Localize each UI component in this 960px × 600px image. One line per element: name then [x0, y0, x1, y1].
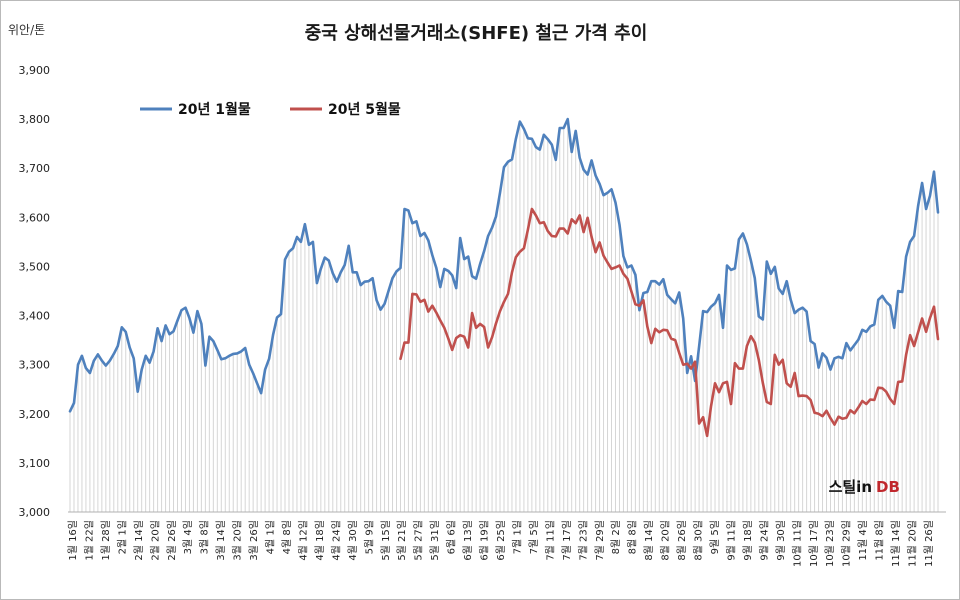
x-tick-label: 7월 17일	[561, 520, 573, 561]
x-tick-label: 7월 29일	[594, 520, 606, 561]
x-tick-label: 7월 23일	[577, 520, 589, 561]
x-tick-label: 6월 19일	[479, 520, 491, 561]
x-tick-label: 8월 20일	[660, 520, 672, 561]
x-tick-label: 8월 26일	[676, 520, 688, 561]
x-tick-label: 9월 24일	[758, 520, 770, 561]
x-tick-label: 4월 30일	[347, 520, 359, 561]
x-tick-label: 5월 31일	[429, 520, 441, 561]
x-tick-label: 9월 30일	[775, 520, 787, 561]
series-line-1	[399, 207, 940, 438]
x-axis-ticks: 1월 16일 1월 22일 1월 28일 2월 1일 2월 14일 2월 20일 2월 26…	[67, 520, 935, 567]
x-tick-label: 8월 30일	[693, 520, 705, 561]
x-tick-label: 8월 14일	[643, 520, 655, 561]
x-tick-label: 1월 22일	[83, 520, 95, 561]
y-tick-label: 3,100	[19, 457, 51, 470]
x-tick-label: 2월 26일	[166, 520, 178, 561]
x-tick-label: 11월 8일	[874, 520, 886, 561]
y-tick-label: 3,300	[19, 359, 51, 372]
x-tick-label: 7월 11일	[544, 520, 556, 561]
y-axis-ticks: 3,000 3,100 3,200 3,300 3,400 3,500 3,600 3,700…	[19, 64, 51, 519]
x-tick-label: 10월 17일	[808, 520, 820, 567]
series-lines	[68, 117, 940, 438]
x-tick-label: 10월 29일	[841, 520, 853, 567]
x-tick-label: 8월 2일	[610, 520, 622, 554]
x-tick-label: 6월 6일	[446, 520, 458, 554]
x-tick-label: 6월 13일	[462, 520, 474, 561]
x-tick-label: 9월 11일	[725, 520, 737, 561]
x-tick-label: 3월 26일	[248, 520, 260, 561]
x-tick-label: 7월 5일	[528, 520, 540, 554]
chart-title: 중국 상해선물거래소(SHFE) 철근 가격 추이	[305, 23, 648, 44]
y-tick-label: 3,000	[19, 506, 51, 519]
x-tick-label: 4월 12일	[297, 520, 309, 561]
series-line-0	[68, 117, 940, 413]
x-tick-label: 10월 23일	[824, 520, 836, 567]
x-tick-label: 11월 14일	[890, 520, 902, 567]
watermark-part1: 스틸in	[829, 478, 872, 496]
x-tick-label: 3월 4일	[182, 520, 194, 554]
x-tick-label: 5월 9일	[363, 520, 375, 554]
x-tick-label: 2월 20일	[149, 520, 161, 561]
y-tick-label: 3,400	[19, 310, 51, 323]
x-tick-label: 2월 14일	[133, 520, 145, 561]
x-tick-label: 8월 8일	[627, 520, 639, 554]
legend: 20년 1월물 20년 5월물	[140, 101, 401, 118]
x-tick-label: 1월 28일	[100, 520, 112, 561]
x-tick-label: 11월 26일	[923, 520, 935, 567]
x-tick-label: 1월 16일	[67, 520, 79, 561]
y-axis-unit: 위안/톤	[8, 23, 45, 37]
x-tick-label: 5월 27일	[413, 520, 425, 561]
x-tick-label: 7월 1일	[511, 520, 523, 554]
x-tick-label: 5월 21일	[396, 520, 408, 561]
x-tick-label: 9월 5일	[709, 520, 721, 554]
x-tick-label: 4월 8일	[281, 520, 293, 554]
watermark-part2: DB	[876, 478, 900, 496]
y-tick-label: 3,700	[19, 162, 51, 175]
y-tick-label: 3,200	[19, 408, 51, 421]
x-tick-label: 3월 8일	[199, 520, 211, 554]
x-tick-label: 9월 18일	[742, 520, 754, 561]
watermark-logo: 스틸in DB	[829, 478, 900, 496]
x-tick-label: 11월 20일	[907, 520, 919, 567]
y-tick-label: 3,600	[19, 211, 51, 224]
x-tick-label: 4월 24일	[330, 520, 342, 561]
x-tick-label: 5월 15일	[380, 520, 392, 561]
x-tick-label: 6월 25일	[495, 520, 507, 561]
x-tick-label: 4월 1일	[265, 520, 277, 554]
y-tick-label: 3,800	[19, 113, 51, 126]
legend-label-jan: 20년 1월물	[178, 101, 251, 118]
x-tick-label: 10월 11일	[791, 520, 803, 567]
y-tick-label: 3,900	[19, 64, 51, 77]
x-tick-label: 3월 14일	[215, 520, 227, 561]
legend-label-may: 20년 5월물	[328, 101, 401, 118]
x-tick-label: 3월 20일	[232, 520, 244, 561]
x-tick-label: 11월 4일	[857, 520, 869, 561]
y-tick-label: 3,500	[19, 260, 51, 273]
x-tick-label: 2월 1일	[116, 520, 128, 554]
x-tick-label: 4월 18일	[314, 520, 326, 561]
